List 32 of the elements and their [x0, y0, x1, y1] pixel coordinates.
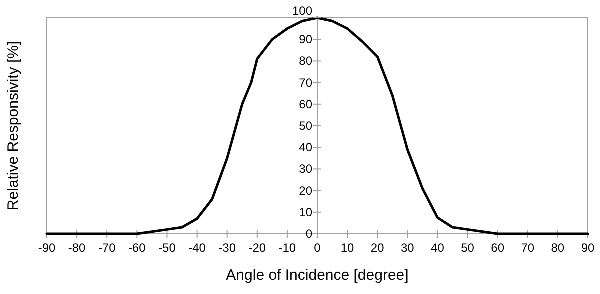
y-tick-label: 50	[299, 119, 313, 133]
x-tick-label: -20	[248, 241, 266, 255]
x-tick-label: -10	[278, 241, 296, 255]
x-tick-label: -60	[128, 241, 146, 255]
x-tick-label: -80	[68, 241, 86, 255]
y-tick-label: 60	[299, 97, 313, 112]
x-tick-label: 20	[370, 241, 385, 255]
y-tick-label: 20	[299, 184, 313, 198]
x-tick-label: -70	[98, 241, 116, 255]
y-tick-label: 0	[306, 227, 313, 241]
x-tick-label: -50	[158, 241, 176, 255]
x-tick-label: -30	[218, 241, 236, 255]
x-tick-label: 80	[551, 241, 565, 255]
y-tick-label: 80	[299, 54, 313, 68]
x-tick-label: -40	[188, 241, 206, 255]
y-tick-label: 100	[292, 4, 313, 18]
y-tick-label: 40	[299, 140, 313, 155]
x-tick-label: 0	[314, 241, 322, 255]
y-tick-label: 30	[299, 162, 313, 176]
x-tick-label: 70	[521, 241, 535, 255]
y-axis-title: Relative Responsivity [%]	[5, 41, 22, 211]
x-tick-label: 90	[581, 241, 595, 255]
x-tick-label: 30	[400, 241, 415, 255]
x-tick-label: -90	[38, 241, 56, 255]
x-axis-title: Angle of Incidence [degree]	[226, 267, 409, 284]
x-tick-label: 60	[491, 241, 505, 255]
x-tick-label: 10	[340, 241, 355, 255]
x-tick-label: 40	[431, 241, 445, 255]
y-tick-label: 70	[299, 76, 313, 90]
y-tick-label: 90	[299, 32, 313, 47]
y-tick-label: 10	[299, 205, 313, 220]
x-tick-label: 50	[461, 241, 475, 255]
